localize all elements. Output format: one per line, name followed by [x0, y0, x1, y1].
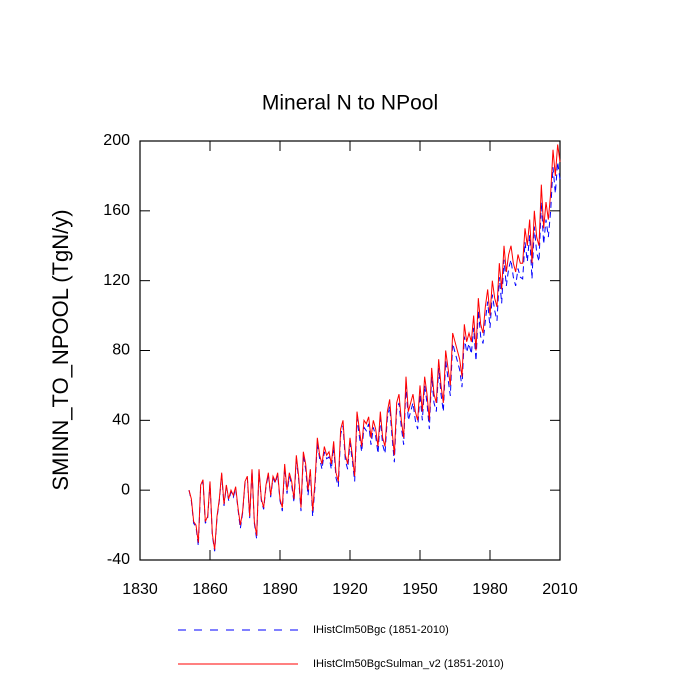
- x-tick-label: 2010: [542, 581, 578, 598]
- chart-title: Mineral N to NPool: [262, 92, 438, 115]
- x-tick-label: 1980: [472, 581, 508, 598]
- y-tick-label: 80: [112, 342, 130, 359]
- x-tick-label: 1950: [402, 581, 438, 598]
- y-tick-label: 160: [103, 202, 130, 219]
- legend-label: IHistClm50Bgc (1851-2010): [313, 624, 449, 636]
- line-series: [188, 161, 561, 552]
- x-tick-label: 1830: [122, 581, 158, 598]
- x-tick-label: 1860: [192, 581, 228, 598]
- plot-frame: [139, 140, 561, 561]
- y-tick-label: 0: [121, 481, 130, 498]
- line-series: [188, 144, 561, 550]
- y-axis-label: SMINN_TO_NPOOL (TgN/y): [48, 209, 73, 490]
- y-tick-label: 120: [103, 272, 130, 289]
- y-tick-label: 200: [103, 132, 130, 149]
- x-tick-label: 1920: [332, 581, 368, 598]
- x-tick-label: 1890: [262, 581, 298, 598]
- y-tick-label: 40: [112, 412, 130, 429]
- legend-label: IHistClm50BgcSulman_v2 (1851-2010): [313, 658, 504, 670]
- y-tick-label: -40: [107, 551, 130, 568]
